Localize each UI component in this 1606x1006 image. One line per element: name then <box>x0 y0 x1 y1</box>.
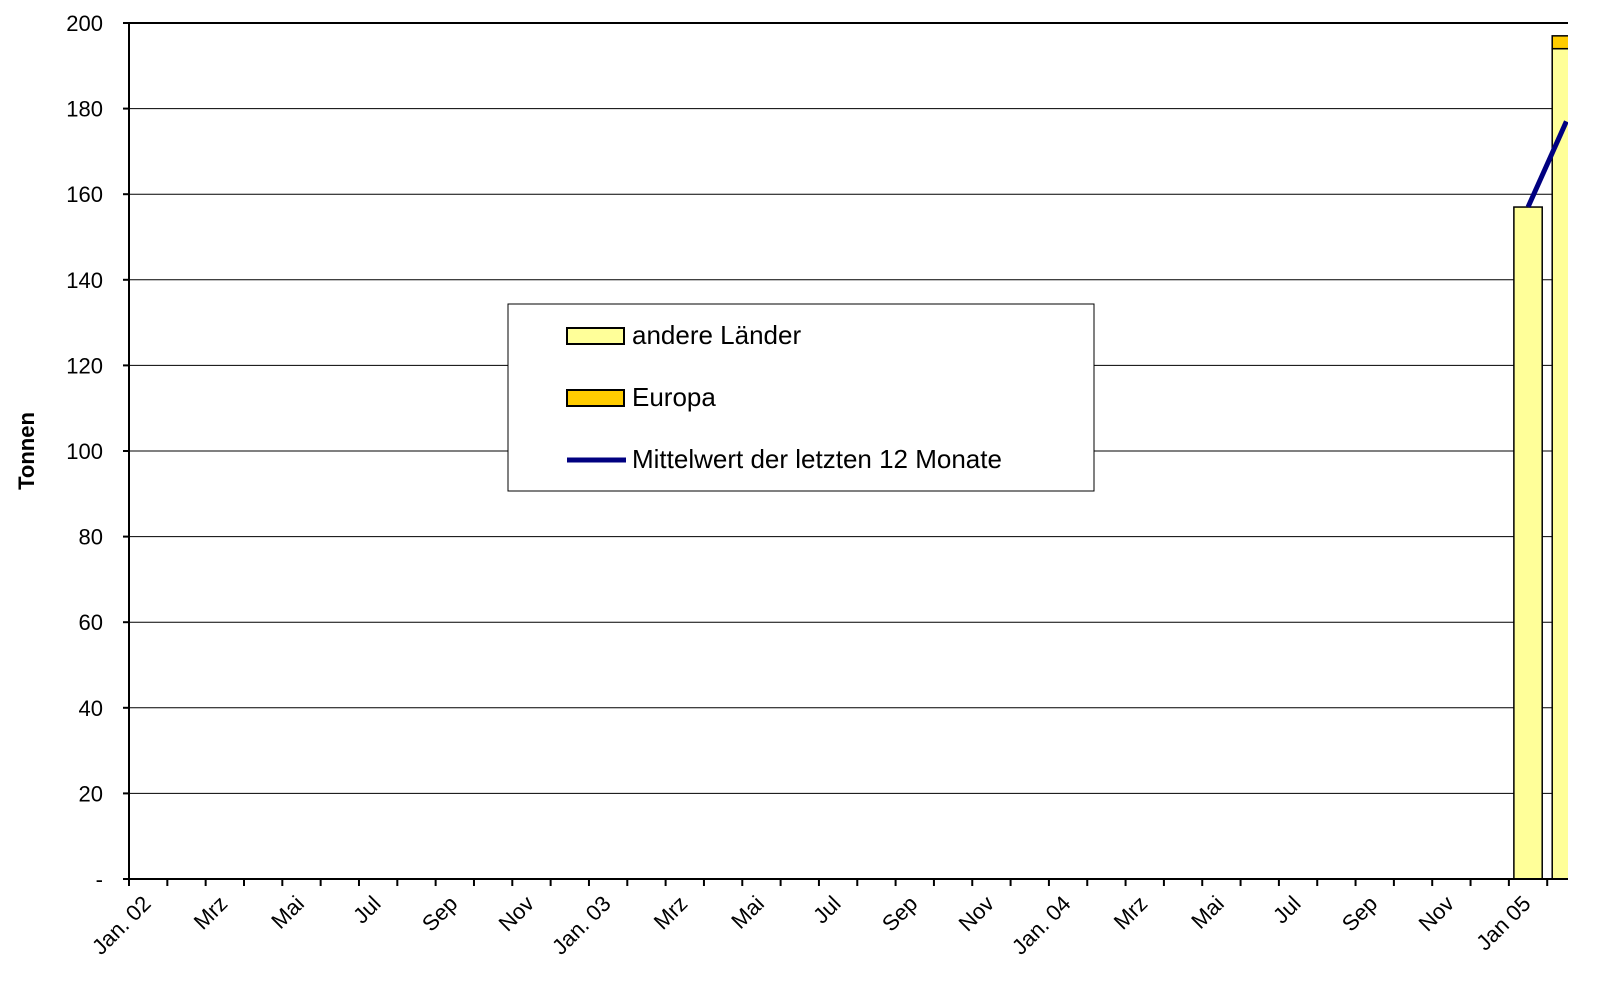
y-tick-label: 180 <box>66 97 103 122</box>
bar <box>1551 35 1568 50</box>
legend-swatch <box>566 389 625 407</box>
x-tick-label: Mrz <box>649 891 693 935</box>
x-tick-label: Nov <box>1414 891 1459 936</box>
y-tick-label: 20 <box>79 781 103 806</box>
y-tick-label: 40 <box>79 696 103 721</box>
x-tick-label: Nov <box>494 891 539 936</box>
x-tick-label: Mrz <box>1109 891 1153 935</box>
x-tick-label: Jul <box>808 891 846 929</box>
plot: Tonnen - 20 40 60 80 100 120 140 160 180 200 Jan. 0… <box>14 11 1568 960</box>
y-tick-label: 120 <box>66 353 103 378</box>
x-tick-label: Jul <box>348 891 386 929</box>
x-tick-label: Jul <box>1268 891 1306 929</box>
bar <box>1513 206 1543 880</box>
y-tick-label: 200 <box>66 11 103 36</box>
y-tick-label: 100 <box>66 439 103 464</box>
legend-label: andere Länder <box>632 320 801 350</box>
x-tick-label: Nov <box>954 891 999 936</box>
x-tick-label: Sep <box>877 891 922 936</box>
x-tick-label: Sep <box>417 891 462 936</box>
y-tick-label: 60 <box>79 610 103 635</box>
y-tick-label: - <box>96 867 103 892</box>
x-tick-label: Jan. 02 <box>87 891 156 960</box>
y-tick-label: 160 <box>66 182 103 207</box>
x-tick-label: Jan. 04 <box>1007 891 1076 960</box>
legend-label: Mittelwert der letzten 12 Monate <box>632 444 1002 474</box>
legend-swatch <box>566 327 625 345</box>
x-tick-label: Jan 05 <box>1471 891 1535 955</box>
y-tick-label: 80 <box>79 525 103 550</box>
legend: andere Länder Europa Mittelwert der letzte… <box>507 303 1095 492</box>
x-tick-label: Sep <box>1337 891 1382 936</box>
x-tick-label: Mai <box>1186 891 1229 934</box>
y-axis-label: Tonnen <box>14 412 39 490</box>
x-tick-label: Mai <box>726 891 769 934</box>
x-tick-label: Mrz <box>189 891 233 935</box>
x-tick-label: Jan. 03 <box>547 891 616 960</box>
line <box>1525 120 1568 209</box>
x-tick-label: Mai <box>266 891 309 934</box>
bar <box>1551 47 1568 880</box>
y-tick-label: 140 <box>66 268 103 293</box>
legend-label: Europa <box>632 382 716 412</box>
